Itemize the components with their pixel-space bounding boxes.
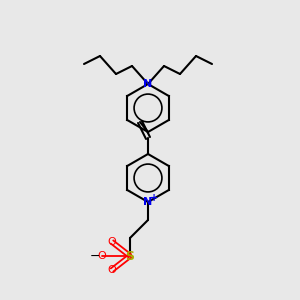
Text: −: − bbox=[90, 250, 100, 262]
Text: S: S bbox=[125, 250, 134, 262]
Text: N: N bbox=[143, 79, 153, 89]
Text: O: O bbox=[108, 237, 116, 247]
Text: +: + bbox=[150, 193, 158, 203]
Text: N: N bbox=[143, 197, 153, 207]
Text: O: O bbox=[98, 251, 106, 261]
Text: O: O bbox=[108, 265, 116, 275]
